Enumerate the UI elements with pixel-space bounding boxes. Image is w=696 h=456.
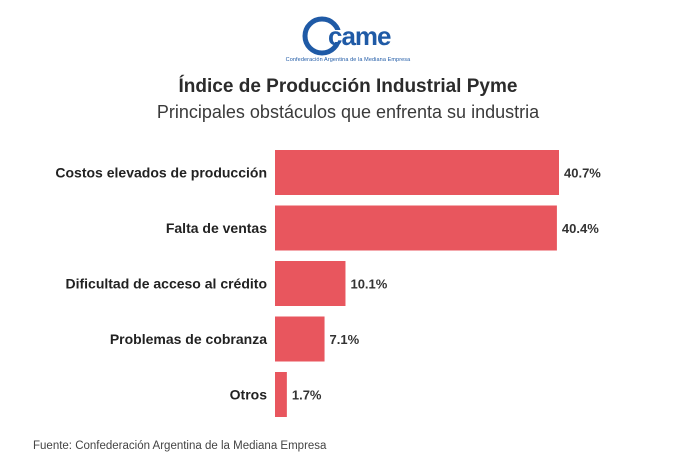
source-note: Fuente: Confederación Argentina de la Me… bbox=[33, 440, 327, 452]
value-label-5: 1.7% bbox=[292, 388, 322, 403]
bar-2 bbox=[275, 205, 557, 251]
bar-4 bbox=[275, 316, 325, 362]
logo-text: came bbox=[328, 21, 391, 51]
value-label-2: 40.4% bbox=[562, 221, 599, 236]
came-logo: came Confederación Argentina de la Media… bbox=[0, 16, 696, 68]
category-label-1: Costos elevados de producción bbox=[55, 165, 267, 181]
bar-3 bbox=[275, 261, 346, 306]
value-label-4: 7.1% bbox=[330, 332, 360, 347]
bar-5 bbox=[275, 372, 287, 417]
bar-1 bbox=[275, 150, 559, 195]
logo-tagline: Confederación Argentina de la Mediana Em… bbox=[285, 57, 411, 63]
category-label-2: Falta de ventas bbox=[166, 220, 267, 236]
value-label-3: 10.1% bbox=[350, 277, 387, 292]
came-logo-icon: came bbox=[302, 16, 392, 56]
category-label-3: Dificultad de acceso al crédito bbox=[65, 276, 267, 292]
category-label-5: Otros bbox=[230, 387, 268, 403]
value-label-1: 40.7% bbox=[564, 166, 601, 181]
chart-title: Índice de Producción Industrial Pyme bbox=[178, 76, 518, 97]
chart-subtitle: Principales obstáculos que enfrenta su i… bbox=[156, 102, 540, 122]
category-label-4: Problemas de cobranza bbox=[110, 331, 267, 347]
